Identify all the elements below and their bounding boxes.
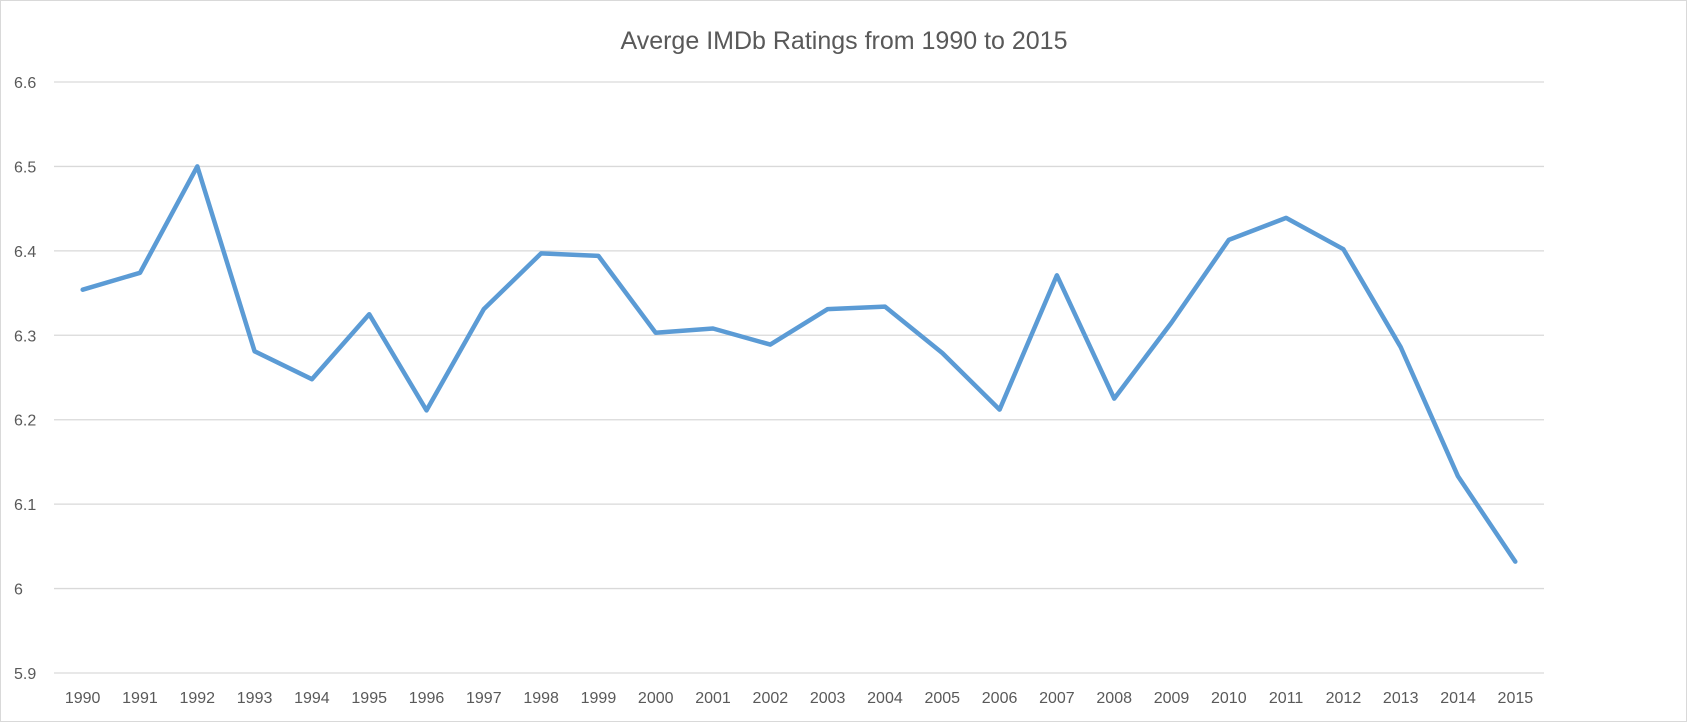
y-tick-label: 6.1	[14, 497, 36, 514]
x-tick-label: 1995	[351, 690, 387, 707]
y-tick-label: 6.6	[14, 75, 36, 92]
x-tick-label: 2000	[638, 690, 674, 707]
x-tick-label: 1992	[179, 690, 215, 707]
y-tick-label: 6.5	[14, 159, 36, 176]
x-tick-label: 2001	[695, 690, 731, 707]
x-tick-label: 2002	[753, 690, 789, 707]
chart-title: Averge IMDb Ratings from 1990 to 2015	[620, 27, 1067, 55]
x-tick-label: 1997	[466, 690, 502, 707]
gridlines	[54, 81, 1544, 674]
x-tick-label: 2008	[1096, 690, 1132, 707]
series-line	[80, 164, 1518, 564]
y-axis-tick-labels: 5.9 6 6.1 6.2 6.3 6.4 6.5 6.6	[14, 75, 36, 683]
x-tick-label: 1990	[65, 690, 101, 707]
y-tick-label: 5.9	[14, 666, 36, 683]
x-tick-label: 2013	[1383, 690, 1419, 707]
x-axis-tick-labels: 1990 1991 1992 1993 1994 1995 1996 1997 1998 1999…	[65, 690, 1533, 707]
x-tick-label: 2003	[810, 690, 846, 707]
x-tick-label: 2004	[867, 690, 903, 707]
x-tick-label: 1994	[294, 690, 330, 707]
series-layer	[80, 164, 1518, 564]
x-tick-label: 1998	[523, 690, 559, 707]
x-tick-label: 2012	[1326, 690, 1362, 707]
x-tick-label: 2006	[982, 690, 1018, 707]
x-tick-label: 2015	[1498, 690, 1534, 707]
x-tick-label: 2011	[1269, 690, 1304, 707]
x-tick-label: 2010	[1211, 690, 1247, 707]
x-tick-label: 1999	[581, 690, 617, 707]
y-tick-label: 6.2	[14, 413, 36, 430]
x-tick-label: 2014	[1440, 690, 1476, 707]
y-tick-label: 6	[14, 582, 23, 599]
x-tick-label: 2005	[924, 690, 960, 707]
y-tick-label: 6.3	[14, 328, 36, 345]
x-tick-label: 2009	[1154, 690, 1190, 707]
x-tick-label: 1993	[237, 690, 273, 707]
y-tick-label: 6.4	[14, 244, 36, 261]
x-tick-label: 2007	[1039, 690, 1075, 707]
x-tick-label: 1996	[409, 690, 445, 707]
x-tick-label: 1991	[122, 690, 158, 707]
